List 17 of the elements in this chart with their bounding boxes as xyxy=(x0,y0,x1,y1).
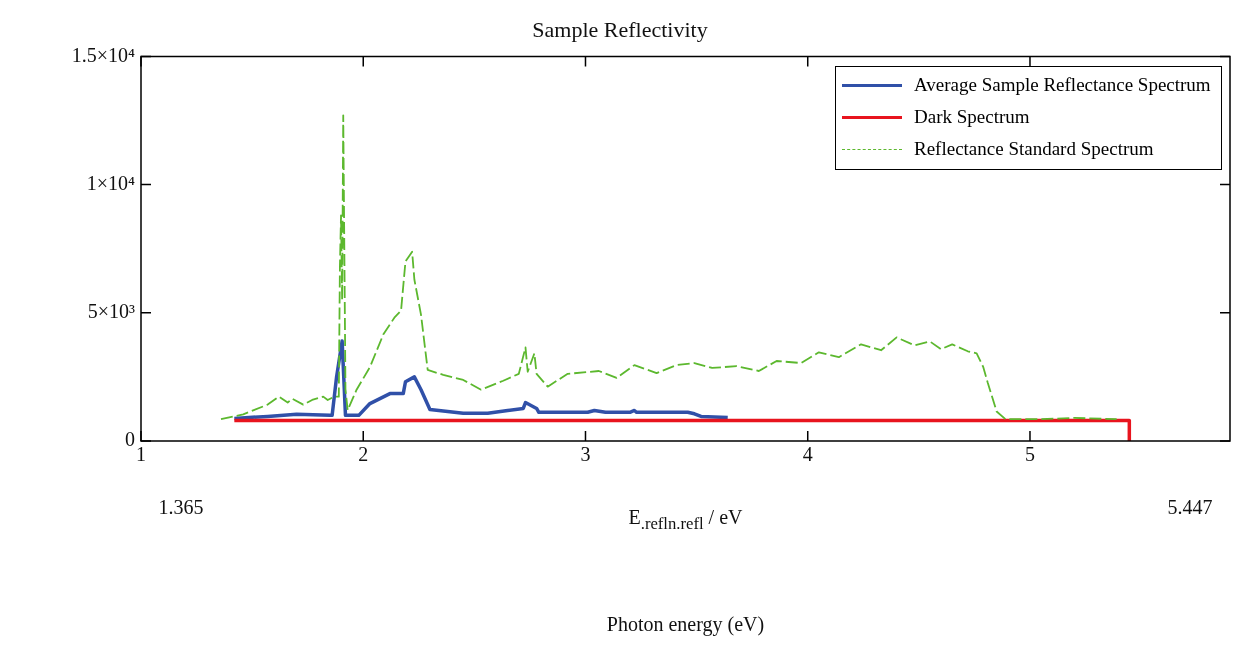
x-tick-label: 1 xyxy=(136,443,146,466)
chart-title: Sample Reflectivity xyxy=(532,16,708,42)
x-tick-label: 3 xyxy=(580,443,591,466)
legend-label: Dark Spectrum xyxy=(914,106,1030,129)
y-tick-label: 1.5×10⁴ xyxy=(71,43,136,66)
y-tick-label: 0 xyxy=(125,428,135,451)
x-axis-title: E$_{.refl}$$_{n.refl}$ / eV xyxy=(628,506,743,534)
text: 1.365 xyxy=(158,496,204,519)
legend-label: Average Sample Reflectance Spectrum xyxy=(914,74,1211,97)
legend-label: Reflectance Standard Spectrum xyxy=(914,138,1154,161)
text: Photon energy (eV) xyxy=(606,613,765,636)
x-tick-label: 4 xyxy=(802,443,813,466)
x-tick-label: 2 xyxy=(358,443,369,466)
y-tick-label: 1×10⁴ xyxy=(86,171,136,194)
text: 5.447 xyxy=(1167,496,1213,519)
y-tick-label: 5×10³ xyxy=(87,300,135,323)
x-tick-label: 5 xyxy=(1024,443,1035,466)
